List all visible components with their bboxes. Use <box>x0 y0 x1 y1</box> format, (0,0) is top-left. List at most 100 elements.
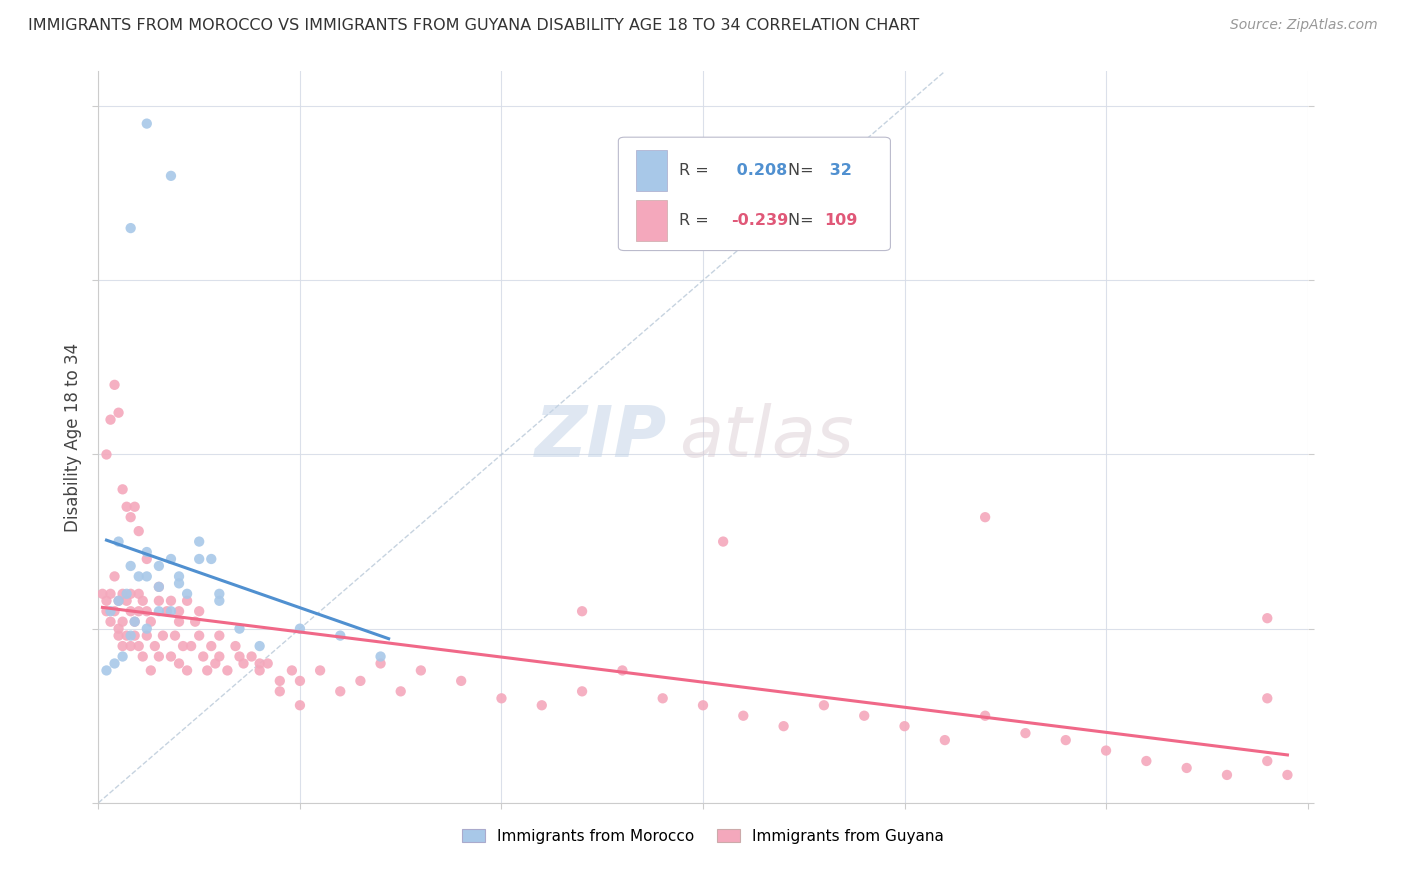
Point <box>232 657 254 671</box>
Point <box>1054 733 1077 747</box>
Point <box>103 657 125 671</box>
Point <box>152 629 174 643</box>
Point <box>160 604 183 618</box>
Point <box>491 691 513 706</box>
Point <box>200 552 222 566</box>
Point <box>120 558 142 573</box>
Point <box>217 664 239 678</box>
Point <box>329 684 352 698</box>
Point <box>135 545 157 559</box>
Point <box>692 698 714 713</box>
Point <box>1256 691 1278 706</box>
Point <box>974 510 997 524</box>
Point <box>143 639 166 653</box>
Point <box>1256 754 1278 768</box>
Text: R =: R = <box>679 213 714 227</box>
Point <box>249 657 271 671</box>
Point <box>893 719 915 733</box>
Text: -0.239: -0.239 <box>731 213 787 227</box>
Point <box>103 569 125 583</box>
Text: 32: 32 <box>824 163 852 178</box>
Point <box>853 708 876 723</box>
Point <box>139 615 162 629</box>
Point <box>100 412 122 426</box>
Point <box>309 664 332 678</box>
Point <box>167 615 190 629</box>
Point <box>349 673 371 688</box>
Point <box>249 639 271 653</box>
Point <box>772 719 794 733</box>
Point <box>128 587 150 601</box>
Point <box>208 649 231 664</box>
Point <box>148 580 170 594</box>
Point <box>612 664 634 678</box>
Point <box>107 629 129 643</box>
Point <box>96 664 118 678</box>
Text: N=: N= <box>787 213 818 227</box>
FancyBboxPatch shape <box>619 137 890 251</box>
Point <box>1135 754 1157 768</box>
Point <box>208 629 231 643</box>
Point <box>96 604 118 618</box>
Point <box>269 673 291 688</box>
Point <box>115 587 138 601</box>
Text: N=: N= <box>787 163 818 178</box>
Point <box>156 604 179 618</box>
Text: R =: R = <box>679 163 714 178</box>
Point <box>176 587 198 601</box>
Point <box>184 615 207 629</box>
Point <box>111 649 134 664</box>
Point <box>204 657 226 671</box>
Point <box>733 708 755 723</box>
Point <box>813 698 835 713</box>
Point <box>115 500 138 514</box>
Text: 109: 109 <box>824 213 858 227</box>
Point <box>107 534 129 549</box>
Point <box>389 684 412 698</box>
Point <box>128 524 150 538</box>
Point <box>188 534 211 549</box>
Point <box>107 594 129 608</box>
FancyBboxPatch shape <box>637 151 666 191</box>
Point <box>96 594 118 608</box>
Point <box>288 622 311 636</box>
Point <box>135 629 157 643</box>
Point <box>370 657 392 671</box>
Point <box>188 552 211 566</box>
Point <box>176 594 198 608</box>
Point <box>107 406 129 420</box>
Point <box>111 615 134 629</box>
Point <box>135 117 157 131</box>
Point <box>249 664 271 678</box>
Point <box>1216 768 1239 782</box>
Point <box>651 691 673 706</box>
Point <box>288 673 311 688</box>
Point <box>409 664 432 678</box>
Point <box>188 604 211 618</box>
Point <box>148 558 170 573</box>
Point <box>1277 768 1299 782</box>
Point <box>1095 743 1118 757</box>
Point <box>530 698 553 713</box>
Point <box>167 569 190 583</box>
Point <box>256 657 278 671</box>
Point <box>167 604 190 618</box>
Point <box>208 587 231 601</box>
Point <box>160 649 183 664</box>
Point <box>160 594 183 608</box>
Point <box>269 684 291 698</box>
Point <box>1175 761 1198 775</box>
Point <box>120 221 142 235</box>
Point <box>128 569 150 583</box>
Point <box>172 639 194 653</box>
Point <box>160 552 183 566</box>
Text: atlas: atlas <box>679 402 853 472</box>
Point <box>124 615 146 629</box>
Text: ZIP: ZIP <box>534 402 666 472</box>
Point <box>160 169 183 183</box>
Point <box>120 510 142 524</box>
Point <box>103 377 125 392</box>
Point <box>115 594 138 608</box>
Point <box>193 649 215 664</box>
Point <box>167 657 190 671</box>
